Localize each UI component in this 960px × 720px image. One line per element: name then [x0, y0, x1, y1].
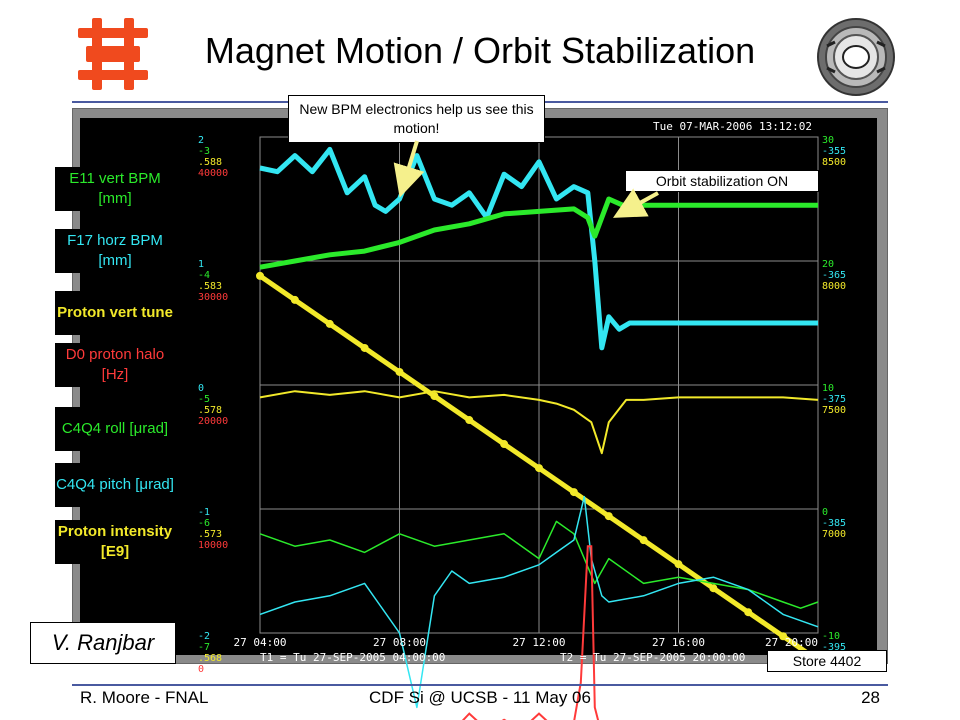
left-tick-label: 30000: [198, 292, 228, 303]
series-line-tune: [259, 390, 819, 455]
t1-label: T1 = Tu 27-SEP-2005 04:00:00: [260, 651, 445, 664]
x-tick-label: 27 16:00: [652, 636, 705, 649]
right-tick-label: 30: [822, 135, 834, 146]
timestamp: Tue 07-MAR-2006 13:12:02: [653, 120, 812, 133]
left-tick-label: 20000: [198, 416, 228, 427]
right-tick-label: 8000: [822, 281, 846, 292]
series-line-roll: [259, 520, 819, 609]
right-tick-label: 7000: [822, 529, 846, 540]
series-line-pitch: [259, 495, 819, 709]
left-tick-label: .568: [198, 653, 222, 664]
legend-e11: E11 vert BPM [mm]: [55, 167, 175, 211]
left-tick-label: -1: [198, 507, 210, 518]
left-tick-label: .588: [198, 157, 222, 168]
bpm-callout: New BPM electronics help us see this mot…: [288, 95, 545, 143]
intensity-marker: [779, 632, 788, 641]
right-tick-label: 7500: [822, 405, 846, 416]
legend-intensity: Proton intensity [E9]: [55, 520, 175, 564]
right-tick-label: 8500: [822, 157, 846, 168]
x-tick-label: 27 08:00: [373, 636, 426, 649]
intensity-marker: [535, 464, 543, 473]
intensity-marker: [639, 536, 648, 545]
author-box: V. Ranjbar: [30, 622, 176, 664]
magnet-photo-icon: [817, 18, 895, 96]
intensity-marker: [290, 295, 299, 304]
series-line-e11: [259, 196, 818, 270]
left-tick-label: .573: [198, 529, 222, 540]
right-tick-label: 10: [822, 383, 834, 394]
intensity-marker: [360, 343, 369, 352]
bpm-arrow: [393, 140, 425, 198]
legend-pitch: C4Q4 pitch [μrad]: [55, 463, 175, 507]
right-tick-label: -365: [822, 270, 846, 281]
intensity-marker: [744, 608, 753, 617]
right-tick-label: -395: [822, 642, 846, 653]
legend-tune: Proton vert tune: [55, 291, 175, 335]
right-tick-label: -385: [822, 518, 846, 529]
left-tick-label: 10000: [198, 540, 228, 551]
store-label: Store 4402: [767, 650, 887, 672]
footer-divider: [72, 684, 888, 686]
left-tick-label: -6: [198, 518, 210, 529]
intensity-marker: [325, 319, 334, 328]
footer-left: R. Moore - FNAL: [80, 688, 209, 707]
series-line-f17: [259, 146, 818, 351]
intensity-marker: [709, 584, 718, 593]
orbit-callout: Orbit stabilization ON: [625, 170, 819, 192]
fermilab-logo: [78, 18, 148, 90]
intensity-marker: [465, 416, 474, 425]
left-tick-label: 2: [198, 135, 204, 146]
x-tick-label: 27 20:00: [765, 636, 818, 649]
left-tick-label: 1: [198, 259, 204, 270]
left-tick-label: .583: [198, 281, 222, 292]
left-tick-label: .578: [198, 405, 222, 416]
right-tick-label: 0: [822, 507, 828, 518]
intensity-marker: [256, 271, 264, 280]
intensity-marker: [500, 440, 509, 449]
right-tick-label: 20: [822, 259, 834, 270]
slide-number: 28: [861, 688, 880, 707]
intensity-marker: [430, 392, 439, 401]
right-tick-label: -10: [822, 631, 840, 642]
legend-roll: C4Q4 roll [μrad]: [55, 407, 175, 451]
left-tick-label: -4: [198, 270, 210, 281]
left-tick-label: 0: [198, 383, 204, 394]
intensity-marker: [674, 560, 683, 569]
left-tick-label: -7: [198, 642, 210, 653]
intensity-marker: [395, 367, 404, 376]
slide-title: Magnet Motion / Orbit Stabilization: [204, 30, 756, 71]
footer-center: CDF Si @ UCSB - 11 May 06: [369, 688, 591, 707]
left-tick-label: 40000: [198, 168, 228, 179]
intensity-marker: [569, 488, 578, 497]
intensity-marker: [604, 512, 613, 521]
left-tick-label: 0: [198, 664, 204, 675]
left-tick-label: -5: [198, 394, 210, 405]
left-tick-label: -2: [198, 631, 210, 642]
t2-label: T2 = Tu 27-SEP-2005 20:00:00: [560, 651, 745, 664]
x-tick-label: 27 04:00: [234, 636, 287, 649]
right-tick-label: -375: [822, 394, 846, 405]
orbit-arrow: [612, 188, 659, 218]
legend-halo: D0 proton halo [Hz]: [55, 343, 175, 387]
x-tick-label: 27 12:00: [513, 636, 566, 649]
left-tick-label: -3: [198, 146, 210, 157]
legend-f17: F17 horz BPM [mm]: [55, 229, 175, 273]
right-tick-label: -355: [822, 146, 846, 157]
